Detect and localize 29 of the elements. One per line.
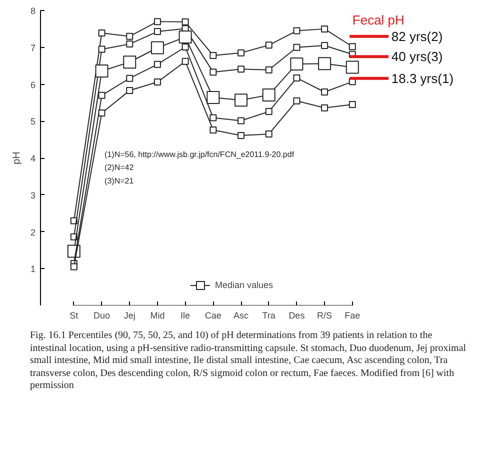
y-tick-label: 3 [30,190,36,200]
x-tick-label: St [70,310,79,320]
annotation: (1)N=56, http://www.jsb.gr.jp/fcn/FCN_e2011.9-20.pdf [104,150,295,159]
x-tick-label: Jej [124,310,136,320]
y-tick-label: 7 [30,42,36,53]
x-tick-label: Des [288,310,306,320]
y-tick-label: 1 [30,264,36,274]
ref-line-label: 82 yrs(2) [391,28,443,44]
annotation: Fecal pH [352,12,404,28]
annotation: (3)N=21 [104,176,134,186]
y-tick-label: 2 [30,227,36,238]
annotation: (2)N=42 [104,163,134,172]
x-tick-label: R/S [317,310,332,320]
x-tick-label: Asc [234,310,250,320]
x-tick-label: Mid [150,310,165,320]
x-tick-label: Fae [344,310,360,320]
y-tick-label: 5 [30,116,36,127]
x-tick-label: Duo [94,310,110,320]
ref-line-label: 18.3 yrs(1) [391,70,454,86]
legend-label: Median values [215,280,274,290]
y-tick-label: 8 [30,6,36,16]
x-tick-label: Cae [204,310,222,320]
y-tick-label: 6 [30,80,36,90]
y-tick-label: 4 [30,154,36,164]
caption: Fig. 16.1 Percentiles (90, 75, 50, 25, and 10) of pH determinations from 39 patients in relation to the intestinal location, using a pH-sensitive radio-transmitting capsule. St stomach, Duo duodenum, Jej proximal small intestine, Mid mid small intestine, Ile distal small intestine, Cae caecum, Asc ascending colon, Tra transverse colon, Des descending colon, R/S sigmoid colon or rectum, Fae faeces. Modified from [6] with permission [30,330,468,392]
x-tick-label: Ile [180,310,190,320]
x-tick-label: Tra [262,310,276,320]
ref-line-label: 40 yrs(3) [391,49,443,64]
y-axis-title: pH [11,152,22,164]
